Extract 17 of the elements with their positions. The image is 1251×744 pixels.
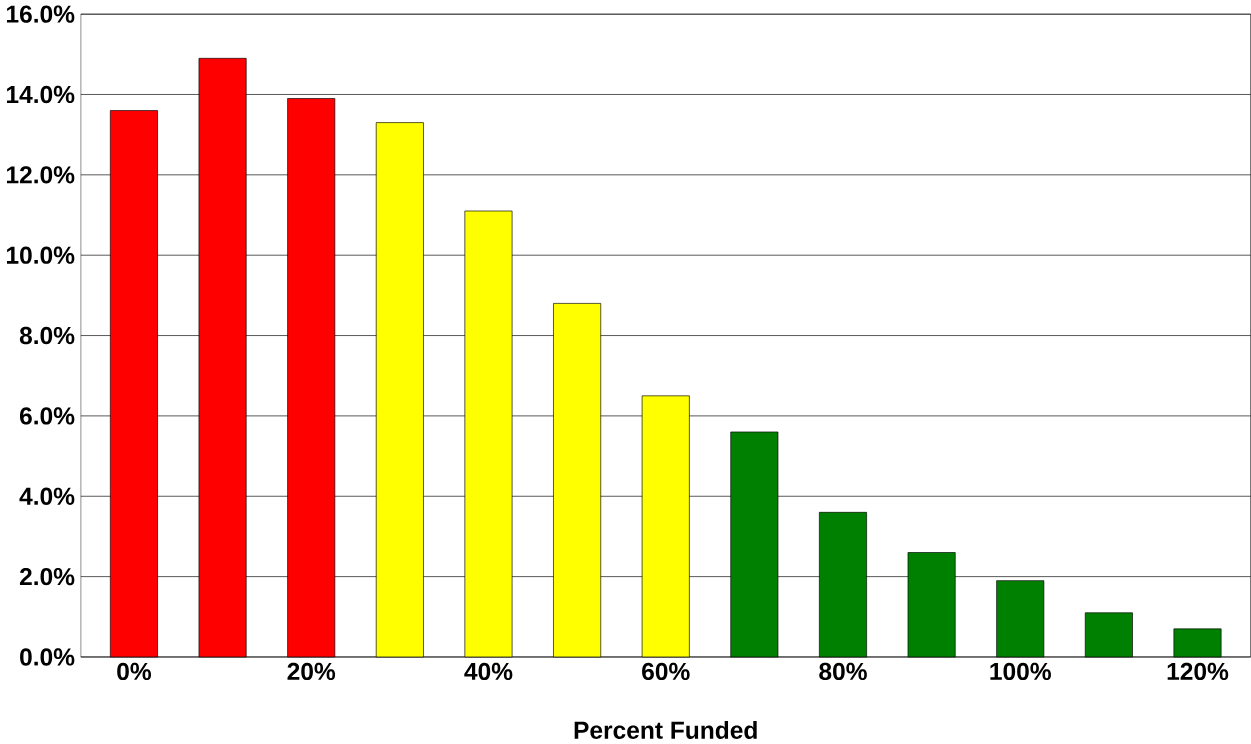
x-tick-label: 40% (464, 662, 513, 680)
y-tick-label: 8.0% (19, 326, 75, 345)
x-axis-title: Percent Funded (574, 720, 757, 739)
y-tick-label: 14.0% (6, 85, 75, 103)
x-tick-label: 80% (819, 662, 867, 680)
y-tick-label: 6.0% (19, 407, 75, 425)
y-tick-label: 10.0% (6, 246, 75, 264)
y-tick-label: 0.0% (20, 648, 75, 666)
y-tick-label: 12.0% (6, 165, 75, 184)
x-tick-label: 0% (117, 662, 152, 680)
x-tick-label: 60% (642, 662, 690, 680)
y-tick-label: 4.0% (19, 487, 75, 505)
x-tick-label: 100% (990, 662, 1051, 680)
x-tick-label: 120% (1167, 662, 1229, 680)
y-tick-label: 16.0% (6, 5, 75, 23)
x-tick-label: 20% (287, 662, 336, 680)
y-tick-label: 2.0% (19, 567, 75, 586)
